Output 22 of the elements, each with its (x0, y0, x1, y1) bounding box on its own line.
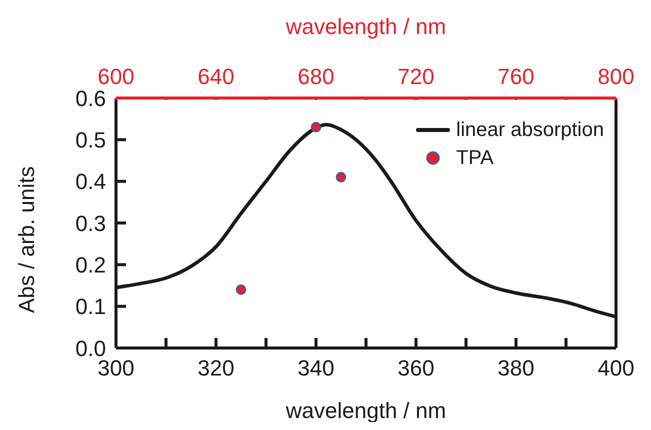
x-tick-label: 340 (298, 356, 334, 381)
y-tick-label: 0.5 (75, 127, 106, 152)
x-tick-label: 320 (198, 356, 234, 381)
x2-tick-label: 760 (498, 64, 534, 89)
x2-axis-title: wavelength / nm (284, 14, 446, 39)
x2-tick-label: 800 (598, 64, 634, 89)
x2-tick-label: 680 (298, 64, 334, 89)
y-tick-label: 0.1 (75, 294, 106, 320)
legend-label: TPA (456, 146, 494, 171)
y-axis-title: Abs / arb. units (14, 166, 39, 313)
x-tick-label: 400 (598, 356, 634, 381)
y-tick-label: 0.4 (75, 169, 106, 194)
legend-label: linear absorption (456, 118, 604, 143)
x-tick-label: 360 (398, 356, 434, 381)
point (336, 172, 346, 182)
x2-tick-label: 720 (398, 64, 434, 89)
y-tick-label: 0.3 (75, 210, 106, 236)
x2-tick-label: 640 (198, 64, 234, 89)
point (236, 284, 246, 295)
point (310, 122, 322, 132)
x-tick-label: 380 (498, 356, 534, 381)
y-tick-label: 0.2 (75, 252, 106, 278)
